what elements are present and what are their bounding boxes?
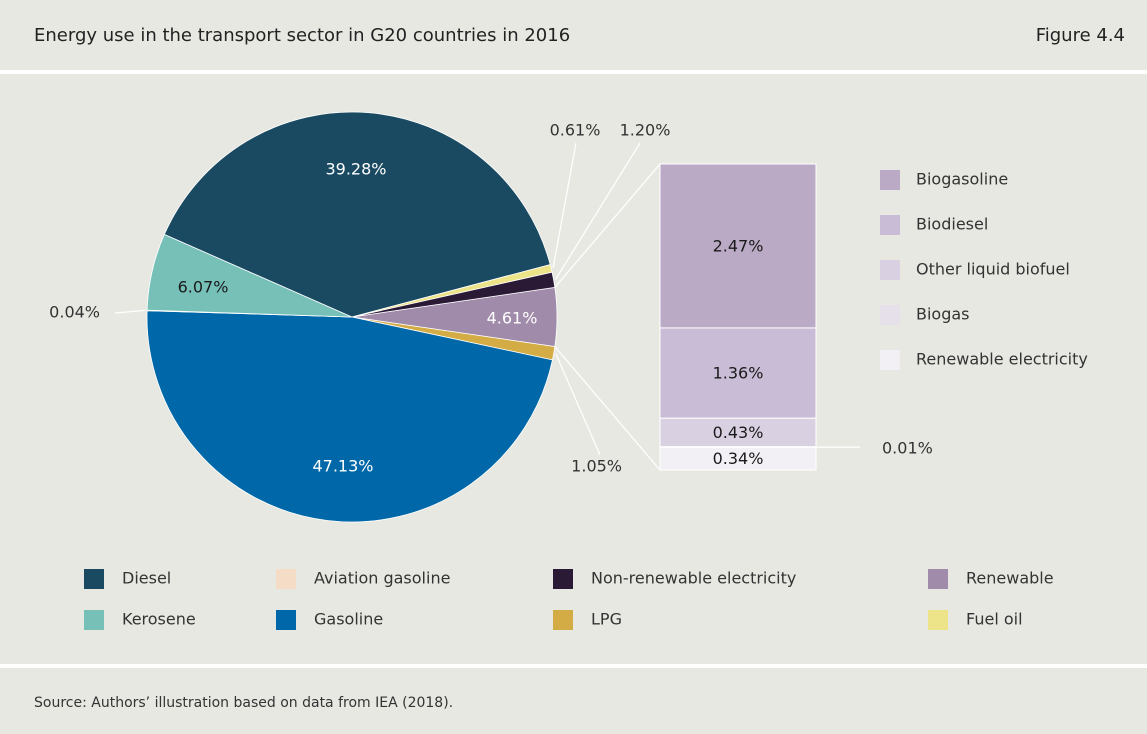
legend-label: Non-renewable electricity	[591, 569, 796, 588]
bar-segment	[659, 417, 817, 448]
legend-swatch	[880, 170, 900, 190]
legend-swatch	[553, 610, 573, 630]
leader-line	[114, 309, 146, 314]
leader-line	[552, 142, 577, 269]
legend-label: Biodiesel	[916, 215, 988, 234]
leader-line	[555, 353, 601, 456]
legend-label: Diesel	[122, 569, 171, 588]
pie-slice	[146, 310, 553, 523]
legend-label: Kerosene	[122, 610, 196, 629]
legend-label: Other liquid biofuel	[916, 260, 1070, 279]
bar-segment	[659, 446, 817, 471]
pie-slice	[163, 111, 551, 318]
bar-segment	[659, 327, 817, 419]
slice-label: 39.28%	[325, 160, 386, 179]
legend-swatch	[880, 260, 900, 280]
slice-label: 4.61%	[487, 309, 538, 328]
leader-line	[555, 142, 641, 280]
connector-line	[554, 163, 661, 288]
legend-label: Renewable electricity	[916, 350, 1088, 369]
figure-label: Figure 4.4	[1036, 25, 1125, 46]
legend-swatch	[928, 610, 948, 630]
legend-swatch	[276, 569, 296, 589]
legend-swatch	[880, 350, 900, 370]
legend-label: Aviation gasoline	[314, 569, 450, 588]
legend-label: Fuel oil	[966, 610, 1023, 629]
legend-label: Biogasoline	[916, 170, 1008, 189]
chart-title: Energy use in the transport sector in G2…	[34, 25, 570, 46]
segment-label: 0.01%	[882, 439, 933, 458]
segment-label: 0.34%	[713, 449, 764, 468]
legend-swatch	[553, 569, 573, 589]
legend-label: LPG	[591, 610, 622, 629]
segment-label: 1.36%	[713, 364, 764, 383]
slice-label: 47.13%	[312, 457, 373, 476]
legend-swatch	[84, 569, 104, 589]
slice-label: 0.04%	[49, 303, 100, 322]
slice-label: 1.05%	[571, 457, 622, 476]
slice-label: 1.20%	[620, 121, 671, 140]
legend-swatch	[880, 305, 900, 325]
segment-label: 0.43%	[713, 423, 764, 442]
legend-label: Biogas	[916, 305, 970, 324]
segment-label: 2.47%	[713, 236, 764, 255]
slice-label: 0.61%	[550, 121, 601, 140]
legend-swatch	[276, 610, 296, 630]
bar-segment	[659, 163, 817, 329]
legend-swatch	[84, 610, 104, 630]
source-note: Source: Authors’ illustration based on d…	[34, 695, 453, 711]
legend-label: Renewable	[966, 569, 1054, 588]
slice-label: 6.07%	[178, 278, 229, 297]
legend-swatch	[928, 569, 948, 589]
legend-label: Gasoline	[314, 610, 383, 629]
legend-swatch	[880, 215, 900, 235]
connector-line	[554, 346, 661, 471]
